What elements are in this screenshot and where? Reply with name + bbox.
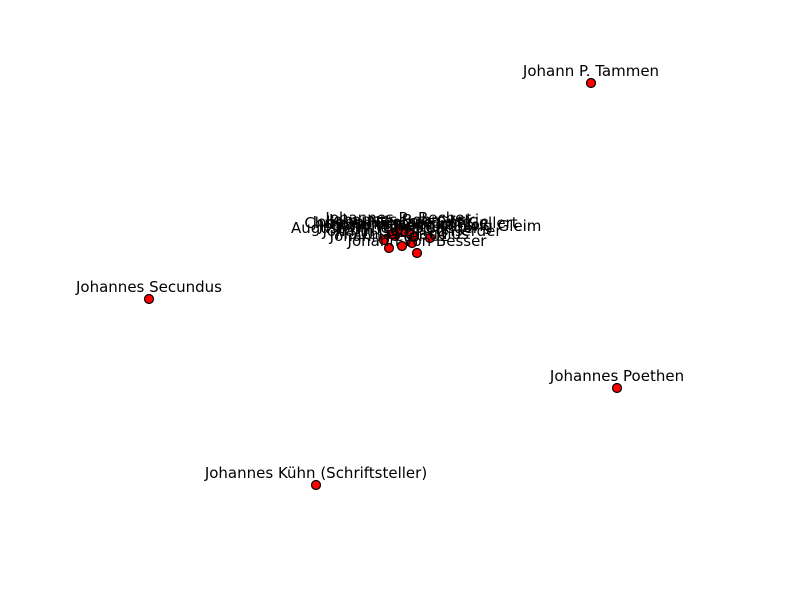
node-johannes-ku-hn-schriftsteller [310, 479, 322, 491]
node-johann-wilhelm-ludwig-gleim [424, 232, 436, 244]
node-johann-peter-uz [383, 242, 395, 254]
node-label-johann-gottfried-herder: Johann Gottfried Herder [321, 222, 502, 240]
node-label-johann-nikolaus-go-tz: Johann Nikolaus Götz [312, 213, 472, 231]
node-label-johann-wilhelm-ludwig-gleim: Johann Wilhelm Ludwig Gleim [318, 217, 542, 235]
labels-layer: Johann P. Tammen Johannes Secundus Johanne… [75, 62, 684, 482]
node-johannes-poethen [611, 382, 623, 394]
node-august-wilhelm-schlegel [378, 234, 390, 246]
node-matthias-claudius [396, 240, 408, 252]
node-label-johann-peter-uz: Johann Peter Uz [329, 227, 449, 245]
node-label-christian-fu-rchtegott-gellert: Christian Fürchtegott Gellert [304, 214, 517, 232]
node-label-johannes-poethen: Johannes Poethen [549, 367, 684, 385]
node-label-johannes-bobrowski: Johannes Bobrowski [328, 211, 479, 229]
node-label-johann-von-besser: Johann von Besser [347, 232, 488, 250]
node-label-johannes-secundus: Johannes Secundus [75, 278, 222, 296]
node-johann-nikolaus-go-tz [386, 228, 398, 240]
node-johann-p-tammen [585, 77, 597, 89]
node-label-johannes-ku-hn-schriftsteller: Johannes Kühn (Schriftsteller) [204, 464, 427, 482]
nodes-layer [143, 77, 623, 491]
node-label-august-wilhelm-schlegel: August Wilhelm Schlegel [291, 219, 477, 237]
node-johann-heinrich-vo [408, 231, 420, 243]
node-johann-von-besser [411, 247, 423, 259]
node-label-johann-heinrich-vo: Johann Heinrich Voß [338, 216, 490, 234]
node-label-johann-p-tammen: Johann P. Tammen [522, 62, 659, 80]
node-label-johannes-schlaf: Johannes Schlaf [334, 215, 455, 233]
node-label-johannes-r-becher: Johannes R. Becher [324, 209, 471, 227]
node-label-matthias-claudius: Matthias Claudius [335, 225, 469, 243]
node-johannes-secundus [143, 293, 155, 305]
